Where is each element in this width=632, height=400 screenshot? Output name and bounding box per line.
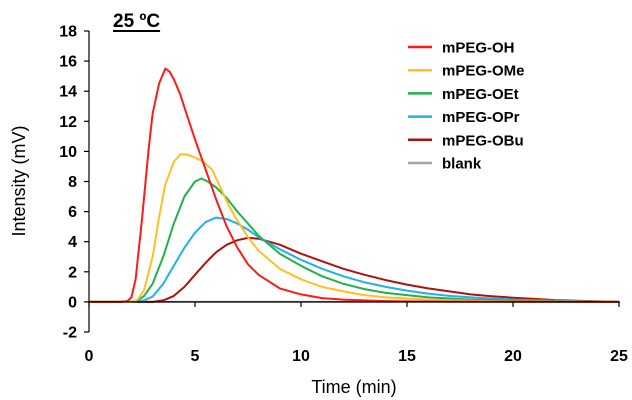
temperature-annotation: 25 ºC — [113, 11, 160, 32]
y-tick-label: 14 — [59, 84, 77, 101]
y-tick-label: 4 — [68, 234, 77, 251]
x-tick-label: 10 — [292, 348, 310, 365]
legend-label-mpeg-opr: mPEG-OPr — [442, 109, 520, 126]
series-line-mpeg-oh — [88, 67, 620, 303]
y-tick-label: 6 — [68, 204, 77, 221]
data-series-group — [88, 67, 620, 303]
x-ticks-group: 0 5 10 15 20 25 — [85, 301, 628, 365]
series-line-mpeg-ome — [88, 153, 620, 303]
x-tick-label: 25 — [610, 348, 628, 365]
legend-label-blank: blank — [442, 156, 482, 173]
y-axis-title: Intensity (mV) — [9, 125, 29, 236]
y-tick-label: -2 — [63, 325, 77, 342]
y-tick-label: 12 — [59, 114, 77, 131]
x-axis-title: Time (min) — [311, 377, 396, 397]
x-tick-label: 0 — [85, 348, 94, 365]
series-line-mpeg-opr — [88, 216, 620, 303]
x-tick-label: 5 — [191, 348, 200, 365]
legend-label-mpeg-obu: mPEG-OBu — [442, 132, 524, 149]
series-line-mpeg-oet — [88, 177, 620, 303]
y-ticks-group: -2 0 2 4 6 8 10 12 14 16 18 — [59, 24, 89, 342]
x-tick-label: 15 — [398, 348, 416, 365]
y-tick-label: 10 — [59, 144, 77, 161]
legend-label-mpeg-oh: mPEG-OH — [442, 40, 515, 57]
x-tick-label: 20 — [504, 348, 522, 365]
y-tick-label: 8 — [68, 174, 77, 191]
y-tick-label: 18 — [59, 24, 77, 41]
y-tick-label: 16 — [59, 54, 77, 71]
legend-label-mpeg-oet: mPEG-OEt — [442, 86, 519, 103]
y-tick-label: 0 — [68, 294, 77, 311]
legend-label-mpeg-ome: mPEG-OMe — [442, 63, 525, 80]
series-line-mpeg-obu — [88, 236, 620, 303]
y-tick-label: 2 — [68, 264, 77, 281]
legend: mPEG-OH mPEG-OMe mPEG-OEt mPEG-OPr mPEG-OBu b… — [408, 40, 525, 173]
